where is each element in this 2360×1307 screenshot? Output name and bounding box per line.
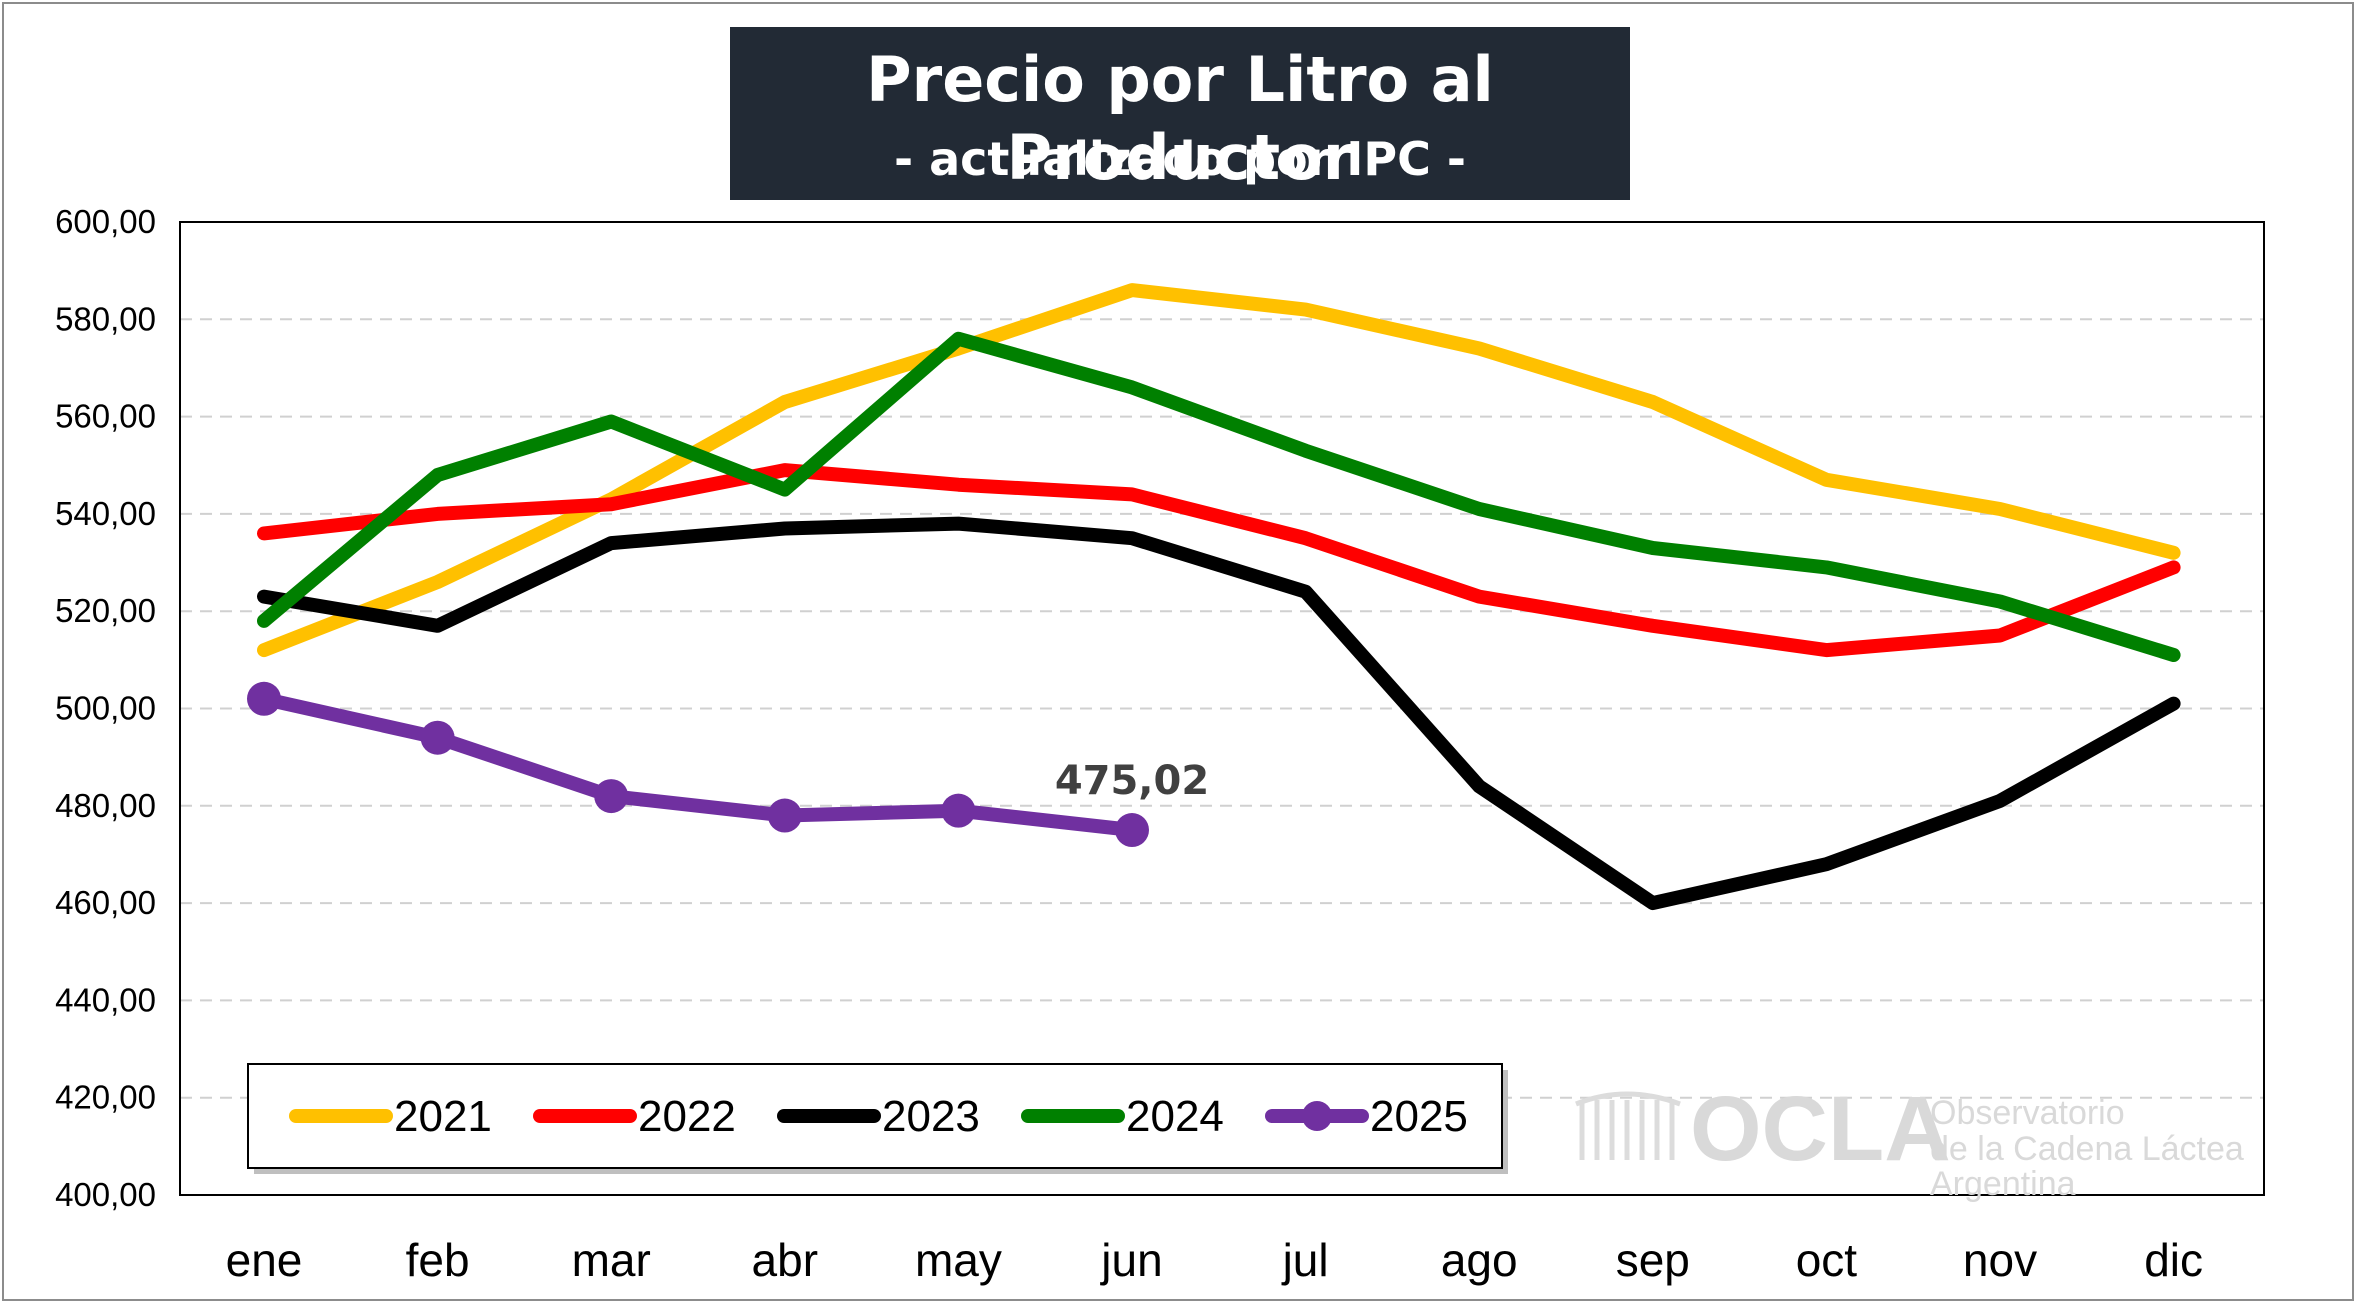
- legend: 2021 2022 2023 2024 2025: [247, 1063, 1508, 1174]
- x-tick-label: jun: [1099, 1234, 1162, 1286]
- series-2024: [257, 331, 2181, 662]
- plot-area: [179, 221, 2265, 1196]
- y-axis: 400,00 420,00 440,00 460,00 480,00 500,00 520,…: [55, 203, 156, 1213]
- x-tick-label: dic: [2144, 1234, 2203, 1286]
- y-tick-label: 580,00: [55, 300, 156, 337]
- x-tick-label: oct: [1796, 1234, 1858, 1286]
- y-tick-label: 500,00: [55, 690, 156, 727]
- ocla-line-1: Observatorio: [1930, 1094, 2125, 1132]
- ocla-line-3: Argentina: [1930, 1165, 2076, 1203]
- ocla-logo-icon: [1575, 1091, 1681, 1160]
- x-tick-label: may: [915, 1234, 1002, 1286]
- ocla-line-2: de la Cadena Láctea: [1930, 1130, 2244, 1168]
- series-2025: [247, 681, 1149, 848]
- data-point-2025: [420, 720, 455, 755]
- y-tick-label: 420,00: [55, 1079, 156, 1116]
- legend-label: 2024: [1126, 1092, 1224, 1141]
- y-tick-label: 600,00: [55, 203, 156, 240]
- y-tick-label: 440,00: [55, 981, 156, 1018]
- data-point-2025: [1115, 813, 1149, 848]
- series-2021: [257, 283, 2181, 658]
- title-box: Precio por Litro al Productor - actualiz…: [730, 27, 1630, 200]
- series-layer: [247, 283, 2181, 911]
- x-tick-label: ago: [1441, 1234, 1518, 1286]
- series-line-2023: [257, 516, 2181, 911]
- series-2023: [257, 516, 2181, 911]
- series-line-2022: [257, 463, 2181, 658]
- x-tick-label: sep: [1616, 1234, 1690, 1286]
- legend-label: 2023: [882, 1092, 980, 1141]
- ocla-watermark: OCLA Observatorio de la Cadena Láctea Ar…: [1575, 1078, 2244, 1203]
- series-line-2024: [257, 331, 2181, 662]
- chart-title: Precio por Litro al Productor: [866, 43, 1494, 194]
- x-tick-label: jul: [1281, 1234, 1329, 1286]
- legend-item-2025: 2025: [1265, 1092, 1468, 1141]
- y-tick-label: 460,00: [55, 884, 156, 921]
- ocla-brand: OCLA: [1690, 1078, 1951, 1180]
- y-tick-label: 540,00: [55, 495, 156, 532]
- legend-item-2024: 2024: [1021, 1092, 1224, 1141]
- x-tick-label: feb: [406, 1234, 470, 1286]
- data-point-2025: [247, 681, 281, 716]
- chart-subtitle: - actualizado por IPC -: [893, 132, 1466, 186]
- x-axis: ene feb mar abr may jun jul ago sep oct nov dic: [226, 1234, 2203, 1286]
- series-2022: [257, 463, 2181, 658]
- x-tick-label: ene: [226, 1234, 303, 1286]
- series-line-2025: [257, 691, 1139, 837]
- y-tick-label: 560,00: [55, 398, 156, 435]
- data-label: 475,02: [1055, 758, 1209, 804]
- y-tick-label: 480,00: [55, 787, 156, 824]
- x-tick-label: nov: [1963, 1234, 2037, 1286]
- legend-label: 2025: [1370, 1092, 1468, 1141]
- gridlines: [180, 318, 2264, 1099]
- annotations: 475,02: [1055, 758, 1209, 804]
- legend-label: 2022: [638, 1092, 736, 1141]
- y-tick-label: 520,00: [55, 592, 156, 629]
- data-point-2025: [594, 779, 629, 814]
- legend-marker: [1302, 1101, 1332, 1131]
- x-tick-label: mar: [572, 1234, 651, 1286]
- legend-item-2022: 2022: [533, 1092, 736, 1141]
- series-line-2021: [257, 283, 2181, 658]
- y-tick-label: 400,00: [55, 1176, 156, 1213]
- legend-label: 2021: [394, 1092, 492, 1141]
- data-point-2025: [941, 793, 976, 828]
- data-point-2025: [767, 798, 802, 833]
- x-tick-label: abr: [752, 1234, 818, 1286]
- legend-item-2023: 2023: [777, 1092, 980, 1141]
- legend-item-2021: 2021: [289, 1092, 492, 1141]
